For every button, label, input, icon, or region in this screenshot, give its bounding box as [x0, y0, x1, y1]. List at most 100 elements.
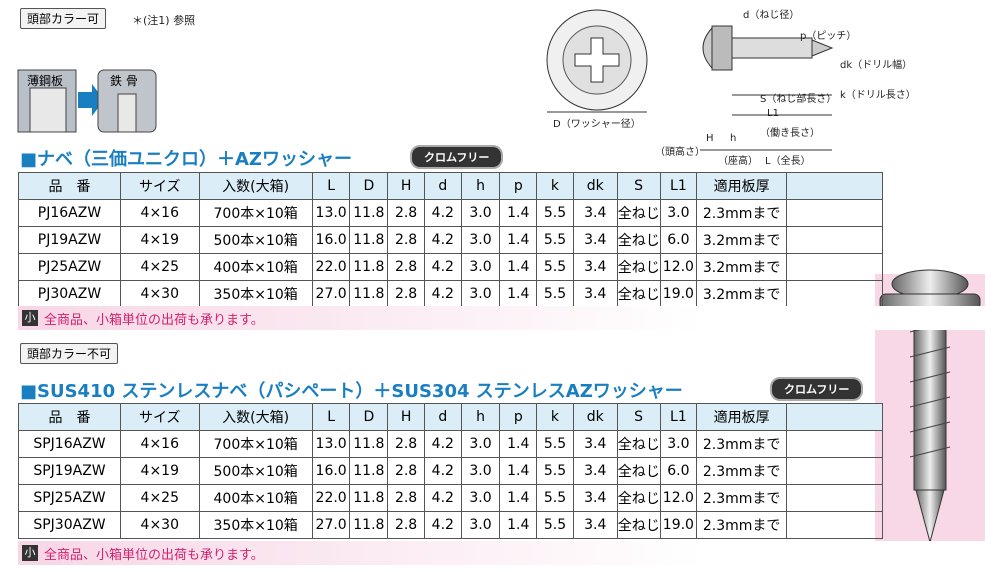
cell: 2.8 [387, 226, 425, 254]
cell: 2.8 [387, 280, 425, 308]
header-cell: L1 [659, 172, 698, 200]
cell: SPJ25AZW [18, 484, 121, 512]
cell: 2.3mmまで [696, 511, 788, 539]
diagram-label: （働き長さ） [760, 128, 820, 139]
cell: 全ねじ [616, 199, 661, 227]
cell: 3.2mmまで [696, 253, 788, 281]
cell: 1.4 [499, 280, 538, 308]
cell: 3.0 [460, 226, 501, 254]
header-cell: p [499, 172, 538, 200]
cell: 1.4 [499, 430, 538, 458]
cell: 400本×10箱 [198, 484, 313, 512]
header-cell: h [460, 403, 501, 431]
header-cell: dk [572, 403, 618, 431]
cell: 全ねじ [616, 226, 661, 254]
cell: 1.4 [499, 226, 538, 254]
cell: 700本×10箱 [198, 199, 313, 227]
diagram-label: D（ワッシャー径） [553, 119, 641, 130]
cell: 5.5 [536, 430, 574, 458]
diagram-label: p（ピッチ） [800, 31, 857, 42]
material-label: 鉄 骨 [110, 74, 138, 88]
material-label: 薄鋼板 [27, 74, 64, 88]
cell: 5.5 [536, 457, 574, 485]
cell: 3.0 [659, 199, 698, 227]
cell: 1.4 [499, 457, 538, 485]
cell: 400本×10箱 [198, 253, 313, 281]
empty-cell [786, 226, 883, 254]
cell: 全ねじ [616, 280, 661, 308]
data-row: PJ19AZW 4×19 500本×10箱 16.0 11.8 2.8 4.2 3.0 1.4 5… [18, 226, 883, 254]
header-cell: 適用板厚 [696, 403, 788, 431]
cell: 全ねじ [616, 511, 661, 539]
empty-cell [786, 457, 883, 485]
cell: 1.4 [499, 199, 538, 227]
cell: SPJ16AZW [18, 430, 121, 458]
header-cell: S [616, 172, 661, 200]
cell: 5.5 [536, 253, 574, 281]
cell: 3.0 [460, 253, 501, 281]
cell: 11.8 [349, 430, 389, 458]
cell: 11.8 [349, 484, 389, 512]
cell: 4×16 [120, 199, 200, 227]
cell: 11.8 [349, 511, 389, 539]
data-row: SPJ16AZW 4×16 700本×10箱 13.0 11.8 2.8 4.2 3.0 1.4… [18, 430, 883, 458]
cell: 2.8 [387, 484, 425, 512]
header-cell: H [387, 403, 425, 431]
cell: 11.8 [349, 457, 389, 485]
cell: 22.0 [311, 484, 351, 512]
cell: 3.4 [572, 280, 618, 308]
cell: 4.2 [423, 430, 462, 458]
cell: 2.8 [387, 199, 425, 227]
cell: 350本×10箱 [198, 280, 313, 308]
cell: 4×30 [120, 511, 200, 539]
header-cell: S [616, 403, 661, 431]
cell: 3.4 [572, 457, 618, 485]
data-row: PJ30AZW 4×30 350本×10箱 27.0 11.8 2.8 4.2 3.0 1.4 5… [18, 280, 883, 308]
cell: 3.0 [460, 511, 501, 539]
note-icon: 小 [22, 310, 38, 326]
cell: 6.0 [659, 457, 698, 485]
diagram-label: （頭高さ） [655, 147, 705, 158]
cell: 3.2mmまで [696, 226, 788, 254]
empty-cell [786, 403, 883, 431]
header-cell: 適用板厚 [696, 172, 788, 200]
note-ref: ＊(注1) 参照 [132, 14, 196, 27]
cell: 4×19 [120, 457, 200, 485]
header-cell: 入数(大箱) [198, 403, 313, 431]
cell: 1.4 [499, 511, 538, 539]
cell: 2.8 [387, 457, 425, 485]
cell: 27.0 [311, 280, 351, 308]
cell: 3.0 [460, 457, 501, 485]
cell: 2.8 [387, 253, 425, 281]
cell: 6.0 [659, 226, 698, 254]
header-cell: dk [572, 172, 618, 200]
cell: 4×25 [120, 253, 200, 281]
badge: クロムフリー [770, 377, 864, 401]
cell: 2.3mmまで [696, 430, 788, 458]
cell: 350本×10箱 [198, 511, 313, 539]
header-cell: d [423, 172, 462, 200]
header-cell: p [499, 403, 538, 431]
cell: 2.3mmまで [696, 484, 788, 512]
cell: 2.3mmまで [696, 199, 788, 227]
cell: 11.8 [349, 199, 389, 227]
note-text: 全商品、小箱単位の出荷も承ります。 [44, 547, 264, 563]
cell: 4.2 [423, 199, 462, 227]
cell: PJ16AZW [18, 199, 121, 227]
cell: 3.2mmまで [696, 280, 788, 308]
cell: 3.0 [460, 280, 501, 308]
cell: 12.0 [659, 253, 698, 281]
header-cell: L [311, 403, 351, 431]
cell: 1.4 [499, 253, 538, 281]
cell: 全ねじ [616, 253, 661, 281]
cell: 3.0 [460, 430, 501, 458]
header-cell: サイズ [120, 172, 200, 200]
header-cell: d [423, 403, 462, 431]
cell: 3.4 [572, 253, 618, 281]
empty-cell [786, 199, 883, 227]
cell: 4.2 [423, 511, 462, 539]
header-cell: サイズ [120, 403, 200, 431]
